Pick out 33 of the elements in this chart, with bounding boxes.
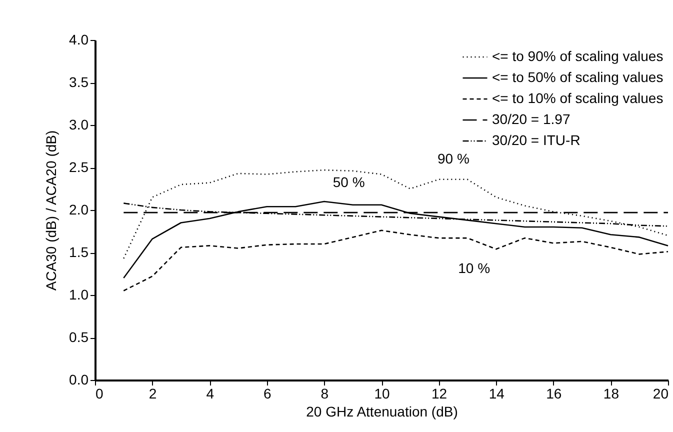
x-axis-title: 20 GHz Attenuation (dB)	[306, 404, 458, 420]
y-tick-label: 2.0	[69, 202, 89, 218]
annotation: 10 %	[458, 260, 490, 276]
y-tick-label: 3.0	[69, 116, 89, 132]
x-tick-label: 10	[374, 386, 390, 402]
y-tick-label: 4.0	[69, 32, 89, 48]
line-series	[123, 169, 669, 260]
y-tick-label: 1.0	[69, 286, 89, 302]
line-series	[123, 200, 669, 279]
y-tick-label: 0.0	[69, 372, 89, 388]
legend-label: <= to 50% of scaling values	[492, 69, 664, 85]
annotation: 50 %	[332, 174, 365, 190]
legend-label: <= to 10% of scaling values	[492, 90, 664, 106]
x-tick-label: 20	[652, 386, 669, 402]
line-series	[123, 230, 669, 292]
x-tick-label: 2	[148, 386, 157, 402]
x-tick-label: 6	[264, 386, 272, 402]
x-tick-label: 4	[206, 386, 214, 402]
y-axis-title: ACA30 (dB) / ACA20 (dB)	[43, 130, 60, 291]
annotation: 90 %	[437, 150, 470, 166]
y-tick-label: 0.5	[69, 329, 89, 345]
legend-label: <= to 90% of scaling values	[492, 48, 664, 64]
y-tick-label: 2.5	[69, 159, 89, 175]
legend-label: 30/20 = 1.97	[492, 111, 570, 127]
x-tick-label: 14	[488, 386, 505, 402]
x-tick-label: 8	[320, 386, 329, 402]
x-tick-label: 16	[546, 386, 562, 402]
x-tick-label: 12	[432, 386, 448, 402]
x-tick-label: 0	[96, 386, 104, 402]
y-tick-label: 3.5	[69, 74, 89, 90]
y-tick-label: 1.5	[69, 244, 89, 260]
x-tick-label: 18	[603, 386, 620, 402]
legend-label: 30/20 = ITU-R	[492, 132, 580, 148]
